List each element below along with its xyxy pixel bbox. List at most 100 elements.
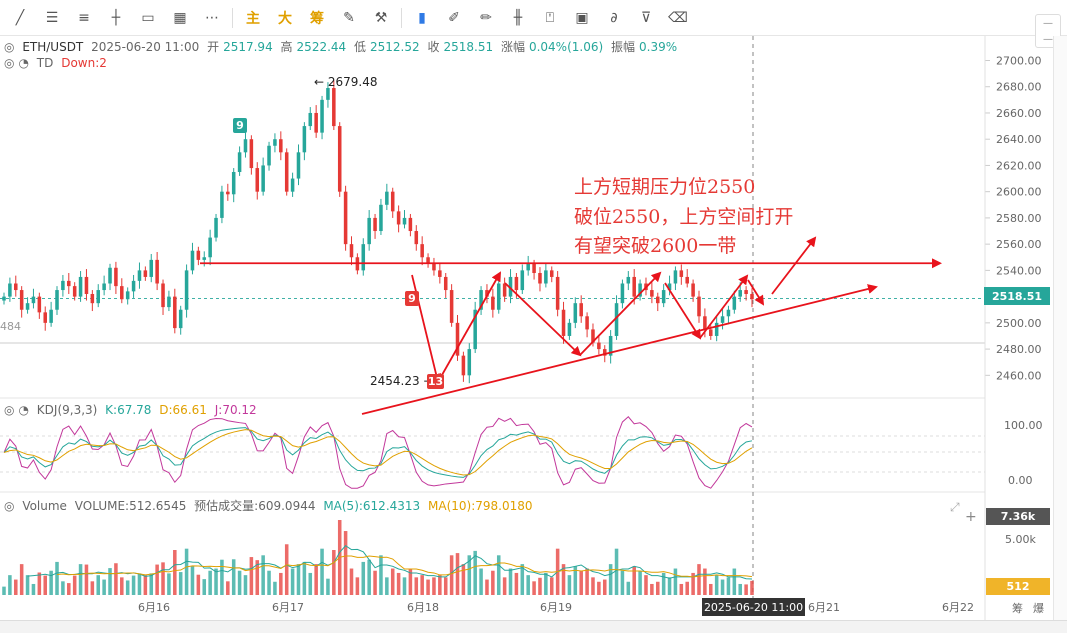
volume-bar <box>320 548 324 595</box>
candle-body <box>549 270 554 277</box>
kdj-d: D:66.61 <box>159 403 207 417</box>
channel-icon[interactable]: ≡ <box>78 9 90 26</box>
candle-body <box>679 270 684 277</box>
ruler-icon[interactable]: ▦ <box>173 9 187 26</box>
minus-icon: — <box>1043 17 1053 29</box>
candle-body <box>414 231 419 245</box>
volume-ma10: MA(10):798.0180 <box>428 499 533 513</box>
volume-bar <box>90 581 95 595</box>
volume-bar <box>67 583 71 595</box>
high-label: 高 <box>280 40 293 54</box>
crosshair-icon[interactable]: ┼ <box>111 9 121 26</box>
candle-body <box>750 293 754 300</box>
candle-body <box>202 257 207 260</box>
kdj-alert-icon[interactable]: ◔ <box>18 403 29 417</box>
candle-body <box>608 335 613 356</box>
volume-bar <box>461 564 466 595</box>
candle-body <box>485 290 489 297</box>
filter-icon[interactable]: ⊽ <box>640 9 652 26</box>
volume-bar <box>750 580 754 595</box>
td-alert-icon[interactable]: ◔ <box>18 56 29 70</box>
volume-bar <box>214 568 218 595</box>
trend-line-icon[interactable]: ╱ <box>15 9 25 26</box>
volume-bar <box>691 572 695 595</box>
open-value: 2517.94 <box>223 40 273 54</box>
candle-body <box>579 303 583 317</box>
time-tick-label: 6月19 <box>540 601 572 614</box>
rect-icon[interactable]: ▭ <box>141 9 155 26</box>
volume-bar <box>290 568 295 595</box>
volume-bar <box>685 581 689 595</box>
candle-body <box>125 291 130 300</box>
volume-bar <box>231 559 236 595</box>
candle-body <box>508 276 513 297</box>
volume-bar <box>679 583 684 595</box>
candle-icon[interactable]: ╫ <box>513 9 523 26</box>
volume-bar <box>379 555 383 595</box>
change-value: 0.04%(1.06) <box>528 40 604 54</box>
time-tick-label: 6月16 <box>138 601 170 614</box>
bookmark-icon[interactable]: ▮ <box>418 9 426 26</box>
td-settings-icon[interactable]: ◎ <box>4 56 15 70</box>
volume-bar <box>196 574 201 595</box>
volume-bar <box>84 564 89 595</box>
add-indicator-icon[interactable]: + <box>965 509 977 525</box>
chart-canvas[interactable]: 2460.002480.002500.002520.002540.002560.… <box>0 36 1053 620</box>
volume-bar <box>496 555 501 595</box>
candle-body <box>555 276 560 310</box>
volume-bar <box>178 572 183 595</box>
candle-body <box>279 139 283 153</box>
brush-icon[interactable]: ⚒ <box>374 9 388 26</box>
candle-body <box>502 283 507 297</box>
volume-bar <box>237 570 242 595</box>
more-icon[interactable]: ⋯ <box>205 9 219 26</box>
volume-value: VOLUME:512.6545 <box>74 499 187 513</box>
volume-bar <box>508 568 513 595</box>
price-tick-label: 2600.00 <box>996 186 1042 199</box>
main-button[interactable]: 主 <box>246 10 260 27</box>
panel-toggle[interactable]: — — <box>1035 14 1061 48</box>
volume-bar <box>443 577 448 595</box>
candle-body <box>84 276 89 294</box>
candles <box>2 80 754 384</box>
layout-icon[interactable]: ▣ <box>575 9 589 26</box>
volume-bar <box>55 561 59 595</box>
amp-value: 0.39% <box>639 40 678 54</box>
candle-body <box>385 191 389 205</box>
candle-body <box>567 322 572 336</box>
volume-bar <box>673 568 678 595</box>
candle-body <box>744 290 748 294</box>
trend-arrow <box>579 271 662 356</box>
big-button[interactable]: 大 <box>278 10 292 27</box>
alert-icon[interactable]: ⍞ <box>545 9 555 26</box>
candle-body <box>650 290 654 297</box>
low-value: 2512.52 <box>370 40 420 54</box>
candle-body <box>114 267 118 287</box>
expand-icon[interactable]: ⤢ <box>950 500 960 514</box>
volume-bar <box>438 575 442 595</box>
candle-body <box>273 139 277 146</box>
candle-body <box>726 309 731 317</box>
candle-body <box>61 280 65 291</box>
pen-icon[interactable]: ✐ <box>448 9 460 26</box>
trash-icon[interactable]: ⌫ <box>668 9 688 26</box>
left-price-partial: 484 <box>0 320 21 333</box>
trend-arrow <box>361 284 878 415</box>
volume-bar <box>308 572 313 595</box>
price-tick-label: 2540.00 <box>996 264 1042 277</box>
candle-body <box>161 283 165 308</box>
hline-icon[interactable]: ☰ <box>45 9 59 26</box>
settings-icon[interactable]: ◎ <box>4 40 15 54</box>
kdj-settings-icon[interactable]: ◎ <box>4 403 15 417</box>
draw-icon[interactable]: ✏ <box>480 9 492 26</box>
edit-icon[interactable]: ✎ <box>343 9 355 26</box>
volume-bar <box>302 561 307 595</box>
right-scrollbar[interactable] <box>1053 36 1067 620</box>
chip-button[interactable]: 筹 <box>310 10 324 27</box>
magnet-icon[interactable]: ∂ <box>610 9 618 26</box>
vol-settings-icon[interactable]: ◎ <box>4 499 15 513</box>
volume-bar <box>414 577 419 595</box>
kdj-j: J:70.12 <box>214 403 257 417</box>
high-value: 2522.44 <box>296 40 347 54</box>
high-mark: ← 2679.48 <box>314 75 378 89</box>
